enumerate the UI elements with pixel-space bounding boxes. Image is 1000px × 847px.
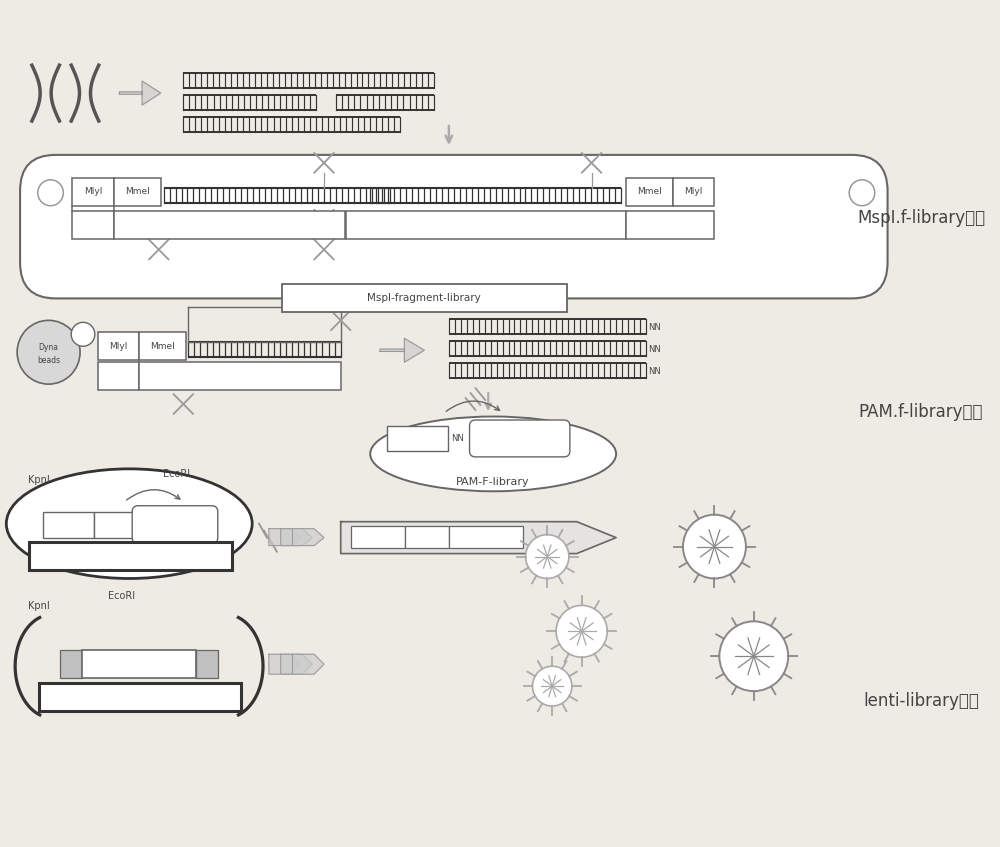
Bar: [405, 526, 449, 548]
Text: NN: NN: [451, 435, 464, 444]
Text: PAM-F-library: PAM-F-library: [88, 551, 172, 561]
Bar: [114, 211, 345, 239]
Bar: [626, 211, 714, 239]
Text: MlyI: MlyI: [685, 187, 703, 197]
Bar: [60, 650, 82, 678]
Bar: [387, 426, 448, 451]
Circle shape: [719, 622, 788, 691]
Polygon shape: [281, 654, 312, 674]
Text: lenti-gRNA-library: lenti-gRNA-library: [87, 691, 193, 701]
Polygon shape: [341, 522, 616, 554]
Text: beads: beads: [37, 356, 60, 365]
FancyBboxPatch shape: [470, 420, 570, 457]
Text: U6pmt: U6pmt: [403, 435, 432, 444]
Bar: [114, 178, 161, 206]
Text: guideRNA: guideRNA: [154, 520, 196, 529]
Bar: [94, 512, 138, 538]
Polygon shape: [119, 81, 161, 105]
Text: NN: NN: [649, 345, 661, 354]
Circle shape: [17, 320, 80, 385]
Text: U6pmt: U6pmt: [54, 520, 82, 529]
Text: U6pmt: U6pmt: [363, 532, 392, 541]
Bar: [351, 526, 405, 548]
Text: KpnI: KpnI: [28, 475, 50, 484]
Bar: [72, 178, 114, 206]
Bar: [98, 363, 139, 390]
Circle shape: [38, 180, 63, 206]
Bar: [282, 285, 567, 313]
Bar: [43, 512, 94, 538]
Text: guideRNA: guideRNA: [499, 435, 541, 444]
Bar: [139, 332, 186, 360]
Polygon shape: [380, 338, 424, 363]
Polygon shape: [281, 529, 312, 545]
Polygon shape: [269, 654, 300, 674]
Bar: [72, 211, 114, 239]
Polygon shape: [293, 654, 324, 674]
Text: NN: NN: [649, 367, 661, 376]
Bar: [626, 178, 673, 206]
Text: MmeI: MmeI: [150, 341, 175, 351]
FancyBboxPatch shape: [20, 155, 888, 298]
Ellipse shape: [6, 469, 252, 579]
Bar: [39, 684, 241, 711]
Bar: [82, 650, 196, 678]
Text: Dyna: Dyna: [39, 343, 59, 352]
Text: MmeI: MmeI: [125, 187, 149, 197]
Text: 3'
LTR: 3' LTR: [202, 658, 212, 668]
Circle shape: [849, 180, 875, 206]
Bar: [139, 363, 341, 390]
FancyBboxPatch shape: [132, 506, 218, 544]
Circle shape: [532, 667, 572, 706]
Circle shape: [556, 606, 607, 657]
Text: MmeI: MmeI: [637, 187, 662, 197]
Text: EcoRI: EcoRI: [163, 469, 190, 479]
Bar: [98, 332, 139, 360]
Text: NN: NN: [649, 323, 661, 332]
Polygon shape: [293, 529, 324, 545]
Text: MlyI: MlyI: [84, 187, 102, 197]
Text: S
LTR: S LTR: [66, 658, 77, 668]
Ellipse shape: [370, 417, 616, 491]
Text: target: target: [414, 532, 440, 541]
Text: MspI.f-library建立: MspI.f-library建立: [857, 208, 985, 227]
Text: MspI-fragment-library: MspI-fragment-library: [367, 293, 481, 303]
Text: KpnI: KpnI: [28, 601, 50, 612]
Text: lenti-library建立: lenti-library建立: [863, 692, 979, 710]
Bar: [196, 650, 218, 678]
Text: MlyI: MlyI: [109, 341, 128, 351]
Polygon shape: [269, 529, 300, 545]
Text: PAM.f-library建立: PAM.f-library建立: [859, 403, 983, 421]
Bar: [29, 541, 232, 569]
Bar: [673, 178, 714, 206]
Text: target: target: [103, 520, 129, 529]
Text: guideRNA: guideRNA: [465, 532, 507, 541]
Text: EcoRI: EcoRI: [108, 591, 135, 601]
Text: Cas9: Cas9: [125, 659, 153, 669]
Bar: [449, 526, 523, 548]
Circle shape: [526, 534, 569, 579]
Bar: [346, 211, 626, 239]
Circle shape: [71, 323, 95, 346]
Circle shape: [683, 515, 746, 579]
Text: PAM-F-library: PAM-F-library: [456, 477, 530, 487]
